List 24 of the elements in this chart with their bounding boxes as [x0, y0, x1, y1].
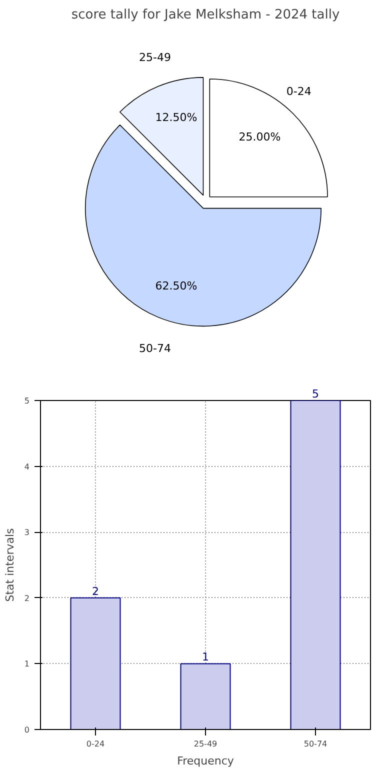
x-tick-label: 50-74: [304, 740, 328, 748]
chart-title: score tally for Jake Melksham - 2024 tally: [71, 8, 340, 22]
y-tick-label: 2: [24, 594, 30, 603]
data-label: 5: [312, 388, 319, 400]
y-tick-label: 1: [24, 660, 30, 669]
y-tick-label: 4: [24, 462, 30, 472]
slice-label: 50-74: [139, 342, 171, 355]
slice-label: 0-24: [286, 84, 312, 98]
y-tick-label: 5: [24, 396, 30, 406]
data-label: 25.00%: [238, 130, 281, 144]
data-label: 1: [202, 650, 209, 664]
data-label: 2: [92, 584, 99, 598]
y-axis-title: Stat intervals: [3, 528, 16, 602]
y-tick-label: 3: [24, 528, 30, 538]
x-tick-label: 25-49: [194, 740, 218, 748]
bar: [70, 597, 121, 730]
y-tick-label: 0: [24, 726, 30, 734]
data-label: 12.50%: [155, 110, 198, 124]
data-label: 62.50%: [155, 280, 198, 293]
bar: [290, 400, 341, 730]
bar: [180, 663, 231, 730]
x-tick-label: 0-24: [86, 740, 105, 748]
x-axis-title: Frequency: [177, 754, 234, 768]
slice-label: 25-49: [139, 50, 171, 64]
